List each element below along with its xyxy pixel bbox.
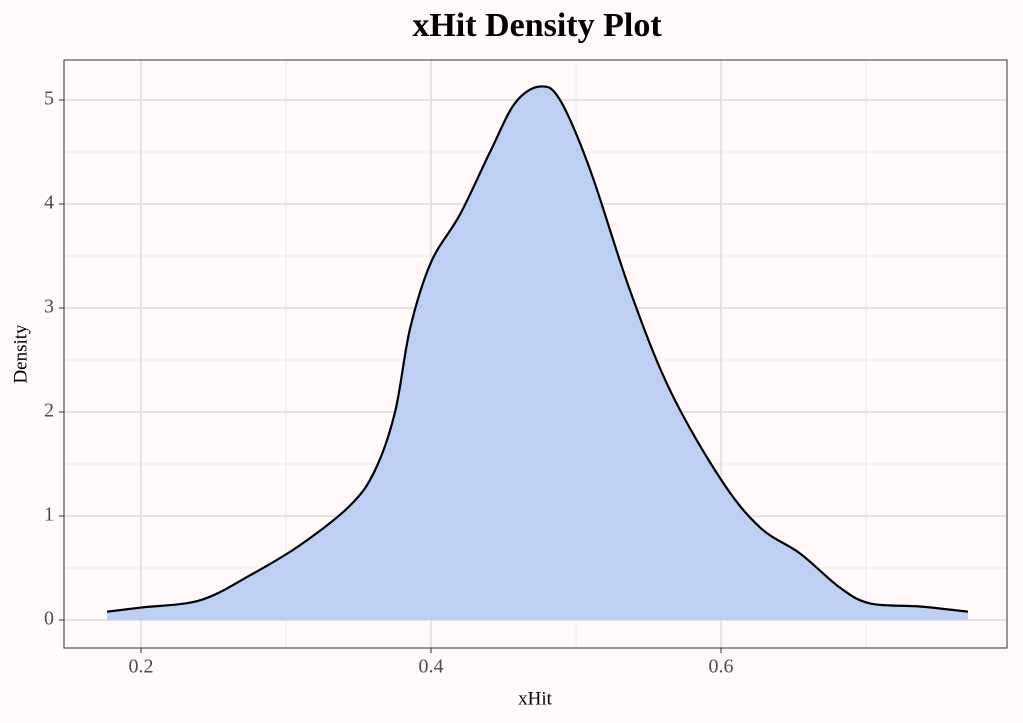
y-tick-label: 2: [44, 400, 54, 422]
y-tick-label: 5: [44, 88, 54, 110]
x-axis-label: xHit: [518, 688, 553, 709]
density-line: [106, 85, 969, 613]
y-tick-label: 4: [44, 192, 54, 214]
y-tick-label: 3: [44, 296, 54, 318]
x-tick-label: 0.4: [419, 656, 444, 678]
y-tick-label: 1: [44, 504, 54, 526]
panel-border: [63, 59, 1008, 649]
chart-title: xHit Density Plot: [412, 7, 662, 44]
x-tick-label: 0.6: [709, 656, 734, 678]
x-tick-label: 0.2: [129, 656, 154, 678]
y-tick-label: 0: [44, 608, 54, 630]
y-axis-label: Density: [10, 324, 31, 384]
density-area: [107, 86, 968, 621]
